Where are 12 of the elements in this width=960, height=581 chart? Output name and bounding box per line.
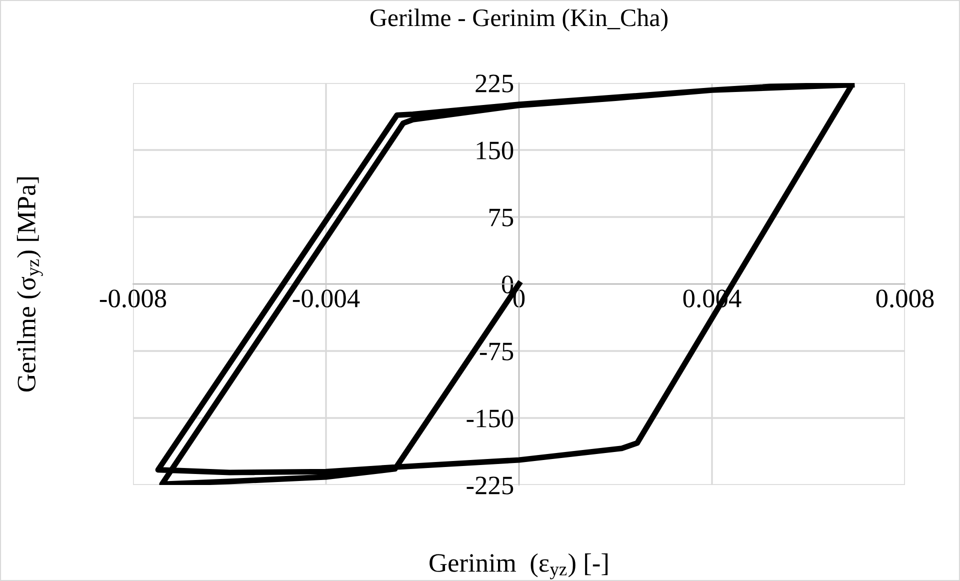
x-tick-label: -0.004 [292, 290, 360, 308]
x-tick-label: 0.008 [876, 290, 934, 308]
y-tick-label: -225 [466, 476, 514, 494]
x-tick-label: -0.008 [100, 290, 166, 308]
y-tick-label: 150 [476, 142, 514, 160]
y-tick-label: 225 [476, 74, 514, 92]
y-tick-label: 75 [489, 208, 514, 226]
x-axis-title: Gerinim (ε$_{yz}$) [-] [430, 553, 608, 580]
y-tick-label: -75 [480, 342, 514, 360]
chart-title: Gerilme - Gerinim (Kin_Cha) [370, 8, 668, 32]
y-axis-title: Gerilme (σ$_{yz}$) [MPa] [16, 177, 43, 392]
y-tick-label: -150 [466, 410, 514, 428]
